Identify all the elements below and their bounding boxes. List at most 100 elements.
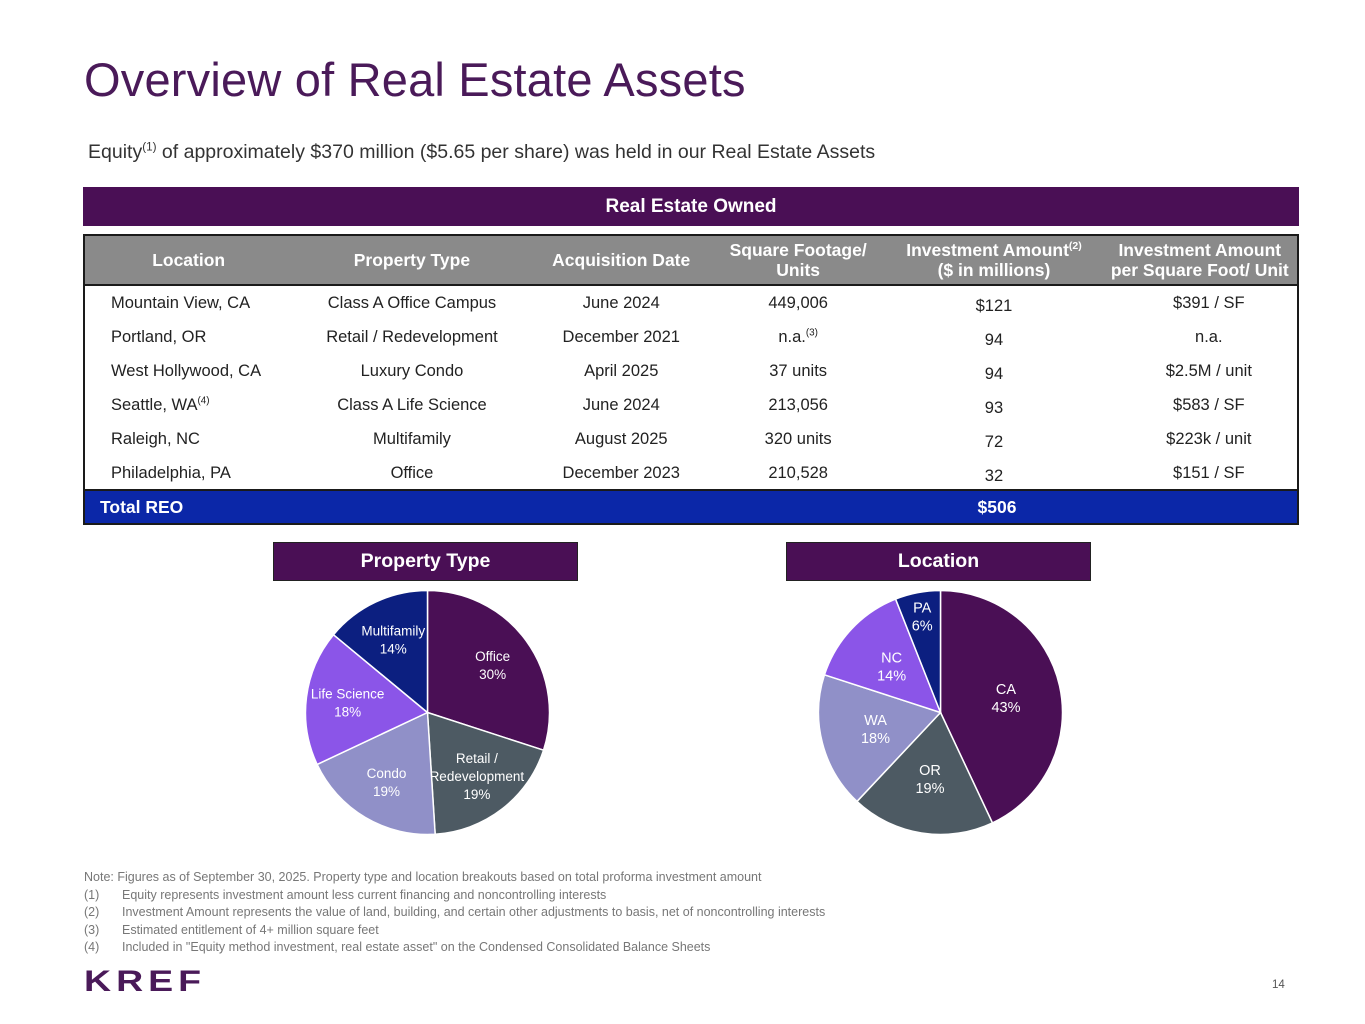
cell-acquisition-date: August 2025 [532,430,711,449]
cell-investment-per-unit-value: $223k / unit [1166,429,1252,448]
cell-investment-per-unit: $223k / unit [1103,430,1297,449]
cell-acquisition-date-value: June 2024 [582,395,660,414]
cell-acquisition-date-value: April 2025 [584,361,659,380]
pie-slice-or [855,711,994,836]
cell-investment-amount-value: 32 [984,466,1004,485]
cell-square-footage: 210,528 [711,464,885,483]
cell-location: Seattle, WA(4) [85,396,292,415]
cell-property-type-value: Multifamily [373,429,451,448]
header-investment-amount-line1: Investment Amount [906,240,1069,260]
real-estate-owned-banner: Real Estate Owned [83,187,1299,226]
cell-location-value: Raleigh, NC [111,429,200,448]
pie-slice-multifamily [332,589,429,715]
footnote-3-num: (3) [84,922,100,937]
pie-label-wa: WA 18% [861,713,890,747]
footnote-2-num: (2) [84,905,100,919]
page-title: Overview of Real Estate Assets [84,53,746,106]
table-row: Portland, OR Retail / Redevelopment Decemb… [85,320,1297,354]
cell-location-value: Mountain View, CA [111,293,251,312]
cell-square-footage-value: 213,056 [768,395,828,414]
cell-acquisition-date: December 2021 [532,328,711,347]
page-number: 14 [1272,979,1285,991]
cell-acquisition-date: April 2025 [532,362,711,381]
cell-property-type-value: Class A Life Science [337,395,487,414]
cell-investment-per-unit: $151 / SF [1103,464,1297,483]
cell-property-type: Office [292,464,531,483]
cell-investment-per-unit: $2.5M / unit [1103,362,1297,381]
pie-slice-pa [894,589,942,713]
reo-table: Location Property Type Acquisition Date … [83,234,1299,490]
cell-location-value: Philadelphia, PA [111,463,231,482]
footnote-2-text: Investment Amount represents the value o… [122,905,826,919]
header-investment-per-unit: Investment Amount per Square Foot/ Unit [1103,236,1297,284]
cell-square-footage-value: 320 units [764,429,832,448]
cell-investment-amount-value: 93 [984,398,1004,417]
cell-acquisition-date: December 2023 [532,464,711,483]
pie-label-retail-redevelopment: Retail / Redevelopment 19% [430,751,525,802]
pie-slice-ca [939,589,1064,824]
cell-location: Portland, OR [85,328,292,347]
pie-label-multifamily: Multifamily 14% [361,624,425,657]
pie-slice-office [426,589,551,752]
pie-slice-life-science [304,633,429,766]
cell-investment-amount: 94 [885,325,1102,350]
total-reo-label: Total REO [100,496,184,517]
cell-location: Raleigh, NC [85,430,292,449]
cell-investment-per-unit: $583 / SF [1103,396,1297,415]
cell-location-value: Seattle, WA [111,395,198,414]
cell-investment-per-unit-value: $583 / SF [1173,395,1245,414]
table-row: Seattle, WA(4) Class A Life Science June 2… [85,388,1297,422]
header-investment-amount-line2: ($ in millions) [937,260,1051,280]
cell-location-value: Portland, OR [111,327,207,346]
subtitle-footnote-ref: (1) [142,140,157,154]
footnote-2: (2) Investment Amount represents the valu… [84,904,825,922]
cell-square-footage: n.a.(3) [711,328,885,347]
cell-investment-per-unit-value: n.a. [1195,327,1223,346]
table-row: Raleigh, NC Multifamily August 2025 320 uni… [85,422,1297,456]
cell-square-footage-value: n.a. [778,327,806,346]
pie-label-life-science: Life Science 18% [311,686,385,719]
pie-label-pa: PA 6% [912,601,933,635]
header-property-type: Property Type [292,236,531,284]
cell-property-type-value: Luxury Condo [360,361,464,380]
cell-square-footage-value: 210,528 [768,463,828,482]
cell-investment-amount-value: $121 [975,296,1013,315]
table-body: Mountain View, CA Class A Office Campus Ju… [85,286,1297,490]
footnote-intro: Note: Figures as of September 30, 2025. … [84,870,762,884]
table-row: Philadelphia, PA Office December 2023 210,5… [85,456,1297,490]
cell-property-type: Class A Life Science [292,396,531,415]
cell-investment-per-unit-value: $2.5M / unit [1165,361,1252,380]
cell-investment-per-unit: $391 / SF [1103,294,1297,313]
footnote-4: (4) Included in "Equity method investment… [84,939,825,957]
header-square-footage-label: Square Footage/Units [730,240,867,280]
cell-square-footage: 37 units [711,362,885,381]
pie-label-nc: NC 14% [877,651,906,685]
cell-investment-amount-value: 94 [984,364,1004,383]
location-chart-title: Location [786,542,1091,581]
cell-investment-per-unit-value: $391 / SF [1173,293,1245,312]
cell-acquisition-date-value: June 2024 [582,293,660,312]
footnote-3-text: Estimated entitlement of 4+ million squa… [122,922,379,937]
table-row: West Hollywood, CA Luxury Condo April 2025… [85,354,1297,388]
cell-acquisition-date-value: December 2021 [562,327,680,346]
cell-investment-amount: 32 [885,461,1102,486]
cell-acquisition-date: June 2024 [532,396,711,415]
cell-location-value: West Hollywood, CA [111,361,262,380]
footnotes: Note: Figures as of September 30, 2025. … [84,869,825,957]
cell-investment-amount-value: 94 [984,330,1004,349]
header-square-footage: Square Footage/Units [711,236,885,284]
cell-investment-amount: $121 [885,291,1102,316]
cell-property-type: Retail / Redevelopment [292,328,531,347]
total-reo-row: Total REO $506 [83,489,1299,525]
header-investment-amount: Investment Amount(2) ($ in millions) [885,236,1102,284]
pie-slice-wa [817,673,942,803]
cell-square-footage-value: 449,006 [768,293,828,312]
pie-label-or: OR 19% [915,763,944,797]
cell-investment-per-unit-value: $151 / SF [1173,463,1245,482]
cell-investment-per-unit: n.a. [1103,328,1297,347]
property-type-pie-chart: Office 30% Retail / Redevelopment 19% Condo 19… [304,589,551,836]
location-pie-chart: CA 43% OR 19% WA 18% NC 14% PA 6% [817,589,1064,836]
pie-slice-retail-redevelopment [426,711,545,836]
cell-acquisition-date: June 2024 [532,294,711,313]
footnote-3: (3) Estimated entitlement of 4+ million s… [84,922,825,940]
